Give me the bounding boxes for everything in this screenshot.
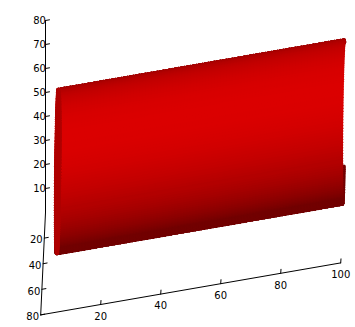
svg-text:60: 60	[214, 290, 227, 301]
svg-text:20: 20	[33, 159, 46, 170]
svg-text:20: 20	[94, 311, 107, 322]
svg-text:70: 70	[33, 39, 46, 50]
svg-text:100: 100	[331, 269, 350, 280]
svg-text:60: 60	[33, 63, 46, 74]
svg-text:20: 20	[30, 234, 43, 245]
svg-text:50: 50	[33, 87, 46, 98]
svg-text:30: 30	[33, 135, 46, 146]
svg-text:80: 80	[33, 15, 46, 26]
svg-text:10: 10	[33, 183, 46, 194]
svg-text:40: 40	[29, 260, 42, 271]
svg-text:80: 80	[26, 311, 39, 322]
svg-text:40: 40	[154, 300, 167, 311]
svg-text:40: 40	[33, 111, 46, 122]
svg-text:80: 80	[274, 280, 287, 291]
svg-text:60: 60	[28, 286, 41, 297]
